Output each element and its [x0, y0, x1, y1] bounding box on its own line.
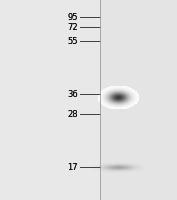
Text: 17: 17 — [67, 163, 78, 172]
Text: 55: 55 — [67, 37, 78, 46]
Text: 95: 95 — [67, 13, 78, 22]
Text: 17: 17 — [67, 163, 78, 172]
Text: 72: 72 — [67, 23, 78, 32]
Bar — [100, 0, 177, 200]
Text: 55: 55 — [67, 37, 78, 46]
Text: 28: 28 — [67, 110, 78, 119]
Bar — [0, 0, 100, 200]
Text: 36: 36 — [67, 90, 78, 99]
Text: 36: 36 — [67, 90, 78, 99]
Text: 95: 95 — [67, 13, 78, 22]
Text: 72: 72 — [67, 23, 78, 32]
Text: 28: 28 — [67, 110, 78, 119]
